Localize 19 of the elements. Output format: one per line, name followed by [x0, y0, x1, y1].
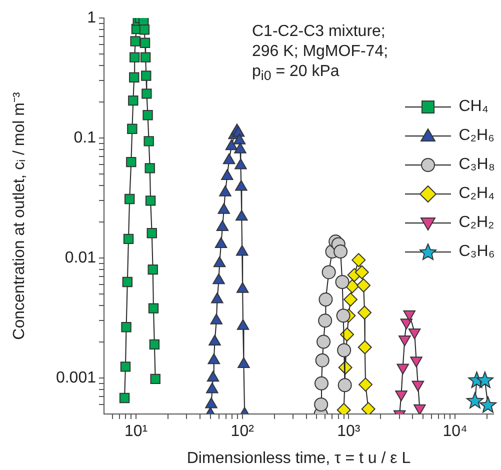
- legend-label: C₂H₆: [458, 126, 495, 144]
- y-axis-title: Concentration at outlet, cᵢ / mol m⁻³: [11, 92, 28, 340]
- x-tick-label: 10¹: [124, 423, 148, 440]
- legend-label: C₂H₂: [458, 214, 494, 232]
- legend-label: CH₄: [458, 98, 488, 116]
- legend-label: C₃H₈: [458, 156, 495, 174]
- y-tick-label: 0.1: [74, 129, 96, 146]
- x-tick-label: 10³: [337, 423, 361, 440]
- y-tick-label: 0.001: [56, 369, 96, 386]
- x-tick-label: 10²: [230, 423, 255, 440]
- annotation: C1-C2-C3 mixture;: [252, 22, 386, 42]
- y-tick-label: 0.01: [64, 249, 96, 266]
- legend-label: C₃H₆: [458, 242, 495, 260]
- x-tick-label: 10⁴: [442, 423, 468, 440]
- legend-label: C₂H₄: [458, 184, 495, 202]
- y-tick-label: 1: [87, 9, 96, 26]
- x-axis-title: Dimensionless time, τ = t u / ε L: [186, 450, 411, 467]
- annotation: 296 K; MgMOF-74;: [252, 42, 388, 62]
- annotation: p$_{i0}$ = 20 kPa: [252, 62, 340, 86]
